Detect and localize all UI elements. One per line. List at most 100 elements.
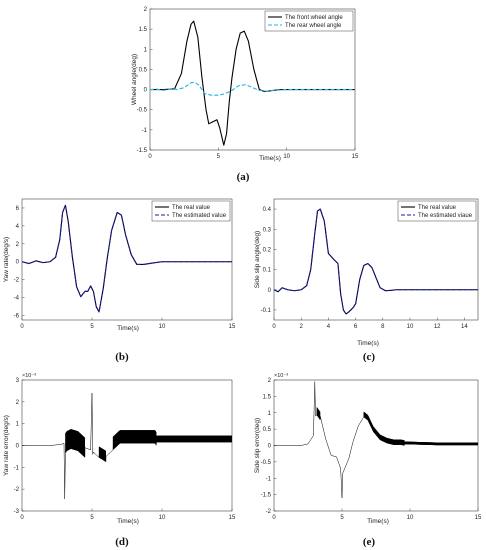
- y-tick-label: 2: [16, 400, 20, 406]
- legend-label: The rear wheel angle: [285, 23, 342, 29]
- y-axis-exponent: ×10⁻³: [22, 373, 36, 379]
- x-axis-label: Time(s): [259, 155, 281, 162]
- panel-c: 0 2 4 6 8 10 12 14 -0.1 0 0.1 0.2 0.3 0.4 Time(s) Side …: [254, 198, 479, 347]
- y-axis-label: Side slip angle(deg): [254, 231, 261, 288]
- x-tick-label: 0: [272, 324, 276, 330]
- legend-label: The estimated value: [172, 213, 227, 219]
- series-line-1: [150, 81, 355, 96]
- y-tick-label: 0.5: [263, 427, 272, 433]
- x-tick-label: 10: [407, 515, 414, 521]
- y-tick-label: -0.1: [261, 308, 272, 314]
- y-axis-exponent: ×10⁻³: [274, 373, 288, 379]
- x-tick-label: 10: [407, 324, 414, 330]
- y-tick-label: -4: [14, 296, 20, 302]
- y-tick-label: 1.5: [139, 27, 148, 33]
- y-tick-label: 0: [144, 88, 148, 94]
- y-tick-label: 2: [268, 378, 272, 384]
- y-tick-label: 1: [16, 422, 20, 428]
- x-tick-label: 0: [20, 324, 24, 330]
- caption-c: (c): [363, 351, 376, 363]
- x-tick-label: 12: [434, 324, 441, 330]
- panel-e: 0 5 10 15 -2 -1.5 -1 -0.5 0 0.5 1 1.5 2×10⁻³ Time(s) S…: [254, 373, 482, 525]
- x-tick-label: 10: [159, 515, 166, 521]
- legend-label: The front wheel angle: [285, 15, 343, 21]
- panel-d: 0 5 10 15 -3 -2 -1 0 1 2 3×10⁻³ Time(s) Yaw rate err…: [3, 373, 236, 525]
- x-tick-label: 15: [475, 515, 482, 521]
- x-axis-label: Time(s): [117, 518, 139, 525]
- y-tick-label: 3: [16, 378, 20, 384]
- y-tick-label: 0.2: [263, 247, 272, 253]
- y-tick-label: 4: [16, 224, 20, 230]
- series-line-0: [22, 392, 232, 500]
- y-tick-label: 0: [268, 444, 272, 450]
- caption-b: (b): [115, 351, 129, 363]
- y-tick-label: -2: [14, 487, 20, 493]
- legend-box: [151, 200, 231, 222]
- series-line-1: [22, 204, 232, 313]
- y-tick-label: 0: [16, 260, 20, 266]
- y-tick-label: -1: [266, 476, 272, 482]
- legend-label: The real value: [172, 205, 211, 211]
- y-tick-label: 6: [16, 206, 20, 212]
- y-tick-label: -0.5: [261, 460, 272, 466]
- plot-area: [273, 379, 479, 512]
- x-tick-label: 10: [283, 154, 290, 160]
- y-tick-label: -1.5: [261, 493, 272, 499]
- x-tick-label: 15: [229, 515, 236, 521]
- panel-a: 0 5 10 15 -1.5 -1 -0.5 0 0.5 1 1.5 2 Time(s) Wheel an…: [131, 7, 359, 162]
- x-tick-label: 0: [20, 515, 24, 521]
- x-tick-label: 0: [148, 154, 152, 160]
- y-tick-label: 2: [144, 7, 148, 13]
- x-tick-label: 10: [159, 324, 166, 330]
- x-axis-label: Time(s): [367, 518, 389, 525]
- x-tick-label: 15: [352, 154, 359, 160]
- x-tick-label: 0: [272, 515, 276, 521]
- y-tick-label: -1: [14, 465, 20, 471]
- legend-box: [397, 200, 477, 222]
- x-tick-label: 15: [229, 324, 236, 330]
- y-tick-label: 0: [16, 444, 20, 450]
- series-line-1: [274, 208, 478, 315]
- y-axis-label: Yaw rate(deg/s): [3, 237, 10, 282]
- y-axis-label: Yaw rate error(deg/s): [3, 415, 10, 476]
- legend-label: The real value: [418, 205, 457, 211]
- x-tick-label: 5: [90, 324, 94, 330]
- y-tick-label: -0.5: [137, 108, 148, 114]
- y-axis-label: Side slip error(deg): [254, 418, 261, 473]
- y-tick-label: -1.5: [137, 148, 148, 154]
- plot-area: [21, 379, 233, 512]
- legend-label: The estimated viaue: [418, 213, 473, 219]
- x-tick-label: 2: [300, 324, 304, 330]
- y-tick-label: -1: [142, 128, 148, 134]
- y-tick-label: -2: [266, 509, 272, 515]
- panel-b: 0 5 10 15 -6 -4 -2 0 2 4 6 Time(s) Yaw rate(deg/s) Th…: [3, 198, 236, 332]
- x-tick-label: 8: [381, 324, 385, 330]
- x-axis-label: Time(s): [117, 325, 139, 332]
- y-tick-label: 0: [268, 288, 272, 294]
- y-tick-label: 0.1: [263, 268, 272, 274]
- x-tick-label: 5: [340, 515, 344, 521]
- x-axis-label: Time(s): [357, 340, 379, 347]
- caption-a: (a): [237, 171, 250, 183]
- legend-box: [264, 10, 354, 32]
- x-tick-label: 6: [354, 324, 358, 330]
- y-tick-label: -2: [14, 278, 20, 284]
- y-tick-label: 0.3: [263, 227, 272, 233]
- caption-d: (d): [115, 536, 129, 548]
- y-tick-label: -3: [14, 509, 20, 515]
- series-line-0: [274, 381, 478, 499]
- y-tick-label: 1: [268, 411, 272, 417]
- x-tick-label: 4: [327, 324, 331, 330]
- y-axis-label: Wheel angle(deg): [131, 54, 138, 105]
- x-tick-label: 5: [90, 515, 94, 521]
- x-tick-label: 5: [217, 154, 221, 160]
- y-tick-label: 2: [16, 242, 20, 248]
- y-tick-label: 1: [144, 47, 148, 53]
- caption-e: (e): [363, 536, 376, 548]
- plot-area: [149, 8, 356, 151]
- y-tick-label: 1.5: [263, 394, 272, 400]
- y-tick-label: 0.4: [263, 207, 272, 213]
- y-tick-label: 0.5: [139, 67, 148, 73]
- x-tick-label: 14: [461, 324, 468, 330]
